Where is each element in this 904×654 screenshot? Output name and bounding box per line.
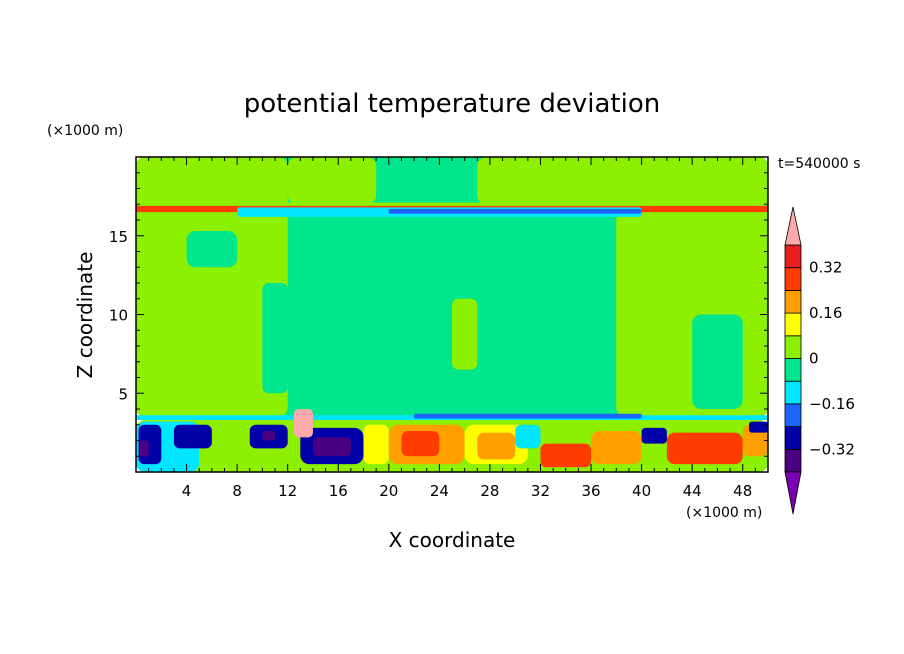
colorbar-label: 0.32 [809, 259, 842, 277]
colorbar-label: 0 [809, 350, 819, 368]
plot-area [135, 156, 769, 473]
contour-region-5 [186, 231, 238, 268]
colorbar-label: 0.16 [809, 304, 842, 322]
contour-region-1 [136, 157, 288, 417]
contour-region-34 [749, 421, 768, 433]
x-tick-label: 40 [632, 482, 651, 500]
colorbar-box [784, 335, 802, 359]
contour-region-6 [262, 283, 288, 394]
contour-region-30 [591, 431, 642, 465]
colorbar-max-arrow [784, 206, 802, 246]
x-tick-label: 24 [430, 482, 449, 500]
contour-region-3 [287, 157, 377, 205]
contour-region-36 [414, 413, 642, 419]
colorbar-box [784, 358, 802, 382]
colorbar-box [784, 403, 802, 427]
colorbar-box [784, 312, 802, 337]
y-axis: 5 10 15 [109, 172, 768, 457]
x-tick-label: 16 [329, 482, 348, 500]
contour-region-17 [139, 440, 149, 457]
x-tick-label: 48 [733, 482, 752, 500]
contour-region-25 [401, 431, 440, 457]
colorbar-min-arrow [784, 471, 802, 515]
contour-region-10 [136, 202, 768, 206]
contour-region-27 [477, 432, 516, 460]
x-tick-label: 32 [531, 482, 550, 500]
x-tick-label: 4 [182, 482, 192, 500]
contour-region-29 [540, 443, 592, 468]
x-tick-label: 12 [278, 482, 297, 500]
x-tick-label: 20 [379, 482, 398, 500]
colorbar-box [784, 289, 802, 314]
chart-title: potential temperature deviation [244, 89, 660, 119]
contour-region-12 [388, 208, 642, 214]
y-axis-label: Z coordinate [73, 252, 97, 379]
x-unit-label: (×1000 m) [686, 505, 762, 521]
x-tick-label: 8 [232, 482, 242, 500]
contour-region-20 [262, 431, 276, 441]
contour-region-23 [363, 424, 389, 465]
y-tick-label: 5 [118, 385, 128, 403]
colorbar-label: −0.32 [809, 440, 855, 458]
y-tick-label: 15 [109, 228, 128, 246]
contour-region-31 [641, 427, 667, 444]
colorbar-box [784, 244, 802, 269]
colorbar: 0.32 0.16 0 −0.16 −0.32 [784, 206, 855, 515]
x-axis: 4 8 12 16 20 24 28 32 36 40 44 48 [148, 157, 756, 500]
contour-region-7 [692, 314, 743, 409]
colorbar-label: −0.16 [809, 395, 855, 413]
z-unit-label: (×1000 m) [47, 123, 123, 139]
x-axis-label: X coordinate [389, 528, 516, 552]
contour-region-22 [312, 437, 351, 457]
colorbar-box [784, 267, 802, 291]
colorbar-box [784, 426, 802, 450]
colorbar-box [784, 380, 802, 405]
time-label: t=540000 s [778, 156, 860, 172]
x-tick-label: 28 [480, 482, 499, 500]
contour-region-0 [136, 157, 768, 417]
contour-region-28 [515, 424, 541, 449]
contour-region-32 [666, 432, 743, 465]
y-tick-label: 10 [109, 307, 128, 325]
contour-region-8 [452, 298, 478, 370]
x-tick-label: 44 [683, 482, 702, 500]
contour-region-35 [294, 409, 313, 438]
x-tick-label: 36 [581, 482, 600, 500]
colorbar-box [784, 448, 802, 473]
contour-region-18 [173, 424, 212, 449]
contour-region-4 [477, 157, 718, 205]
